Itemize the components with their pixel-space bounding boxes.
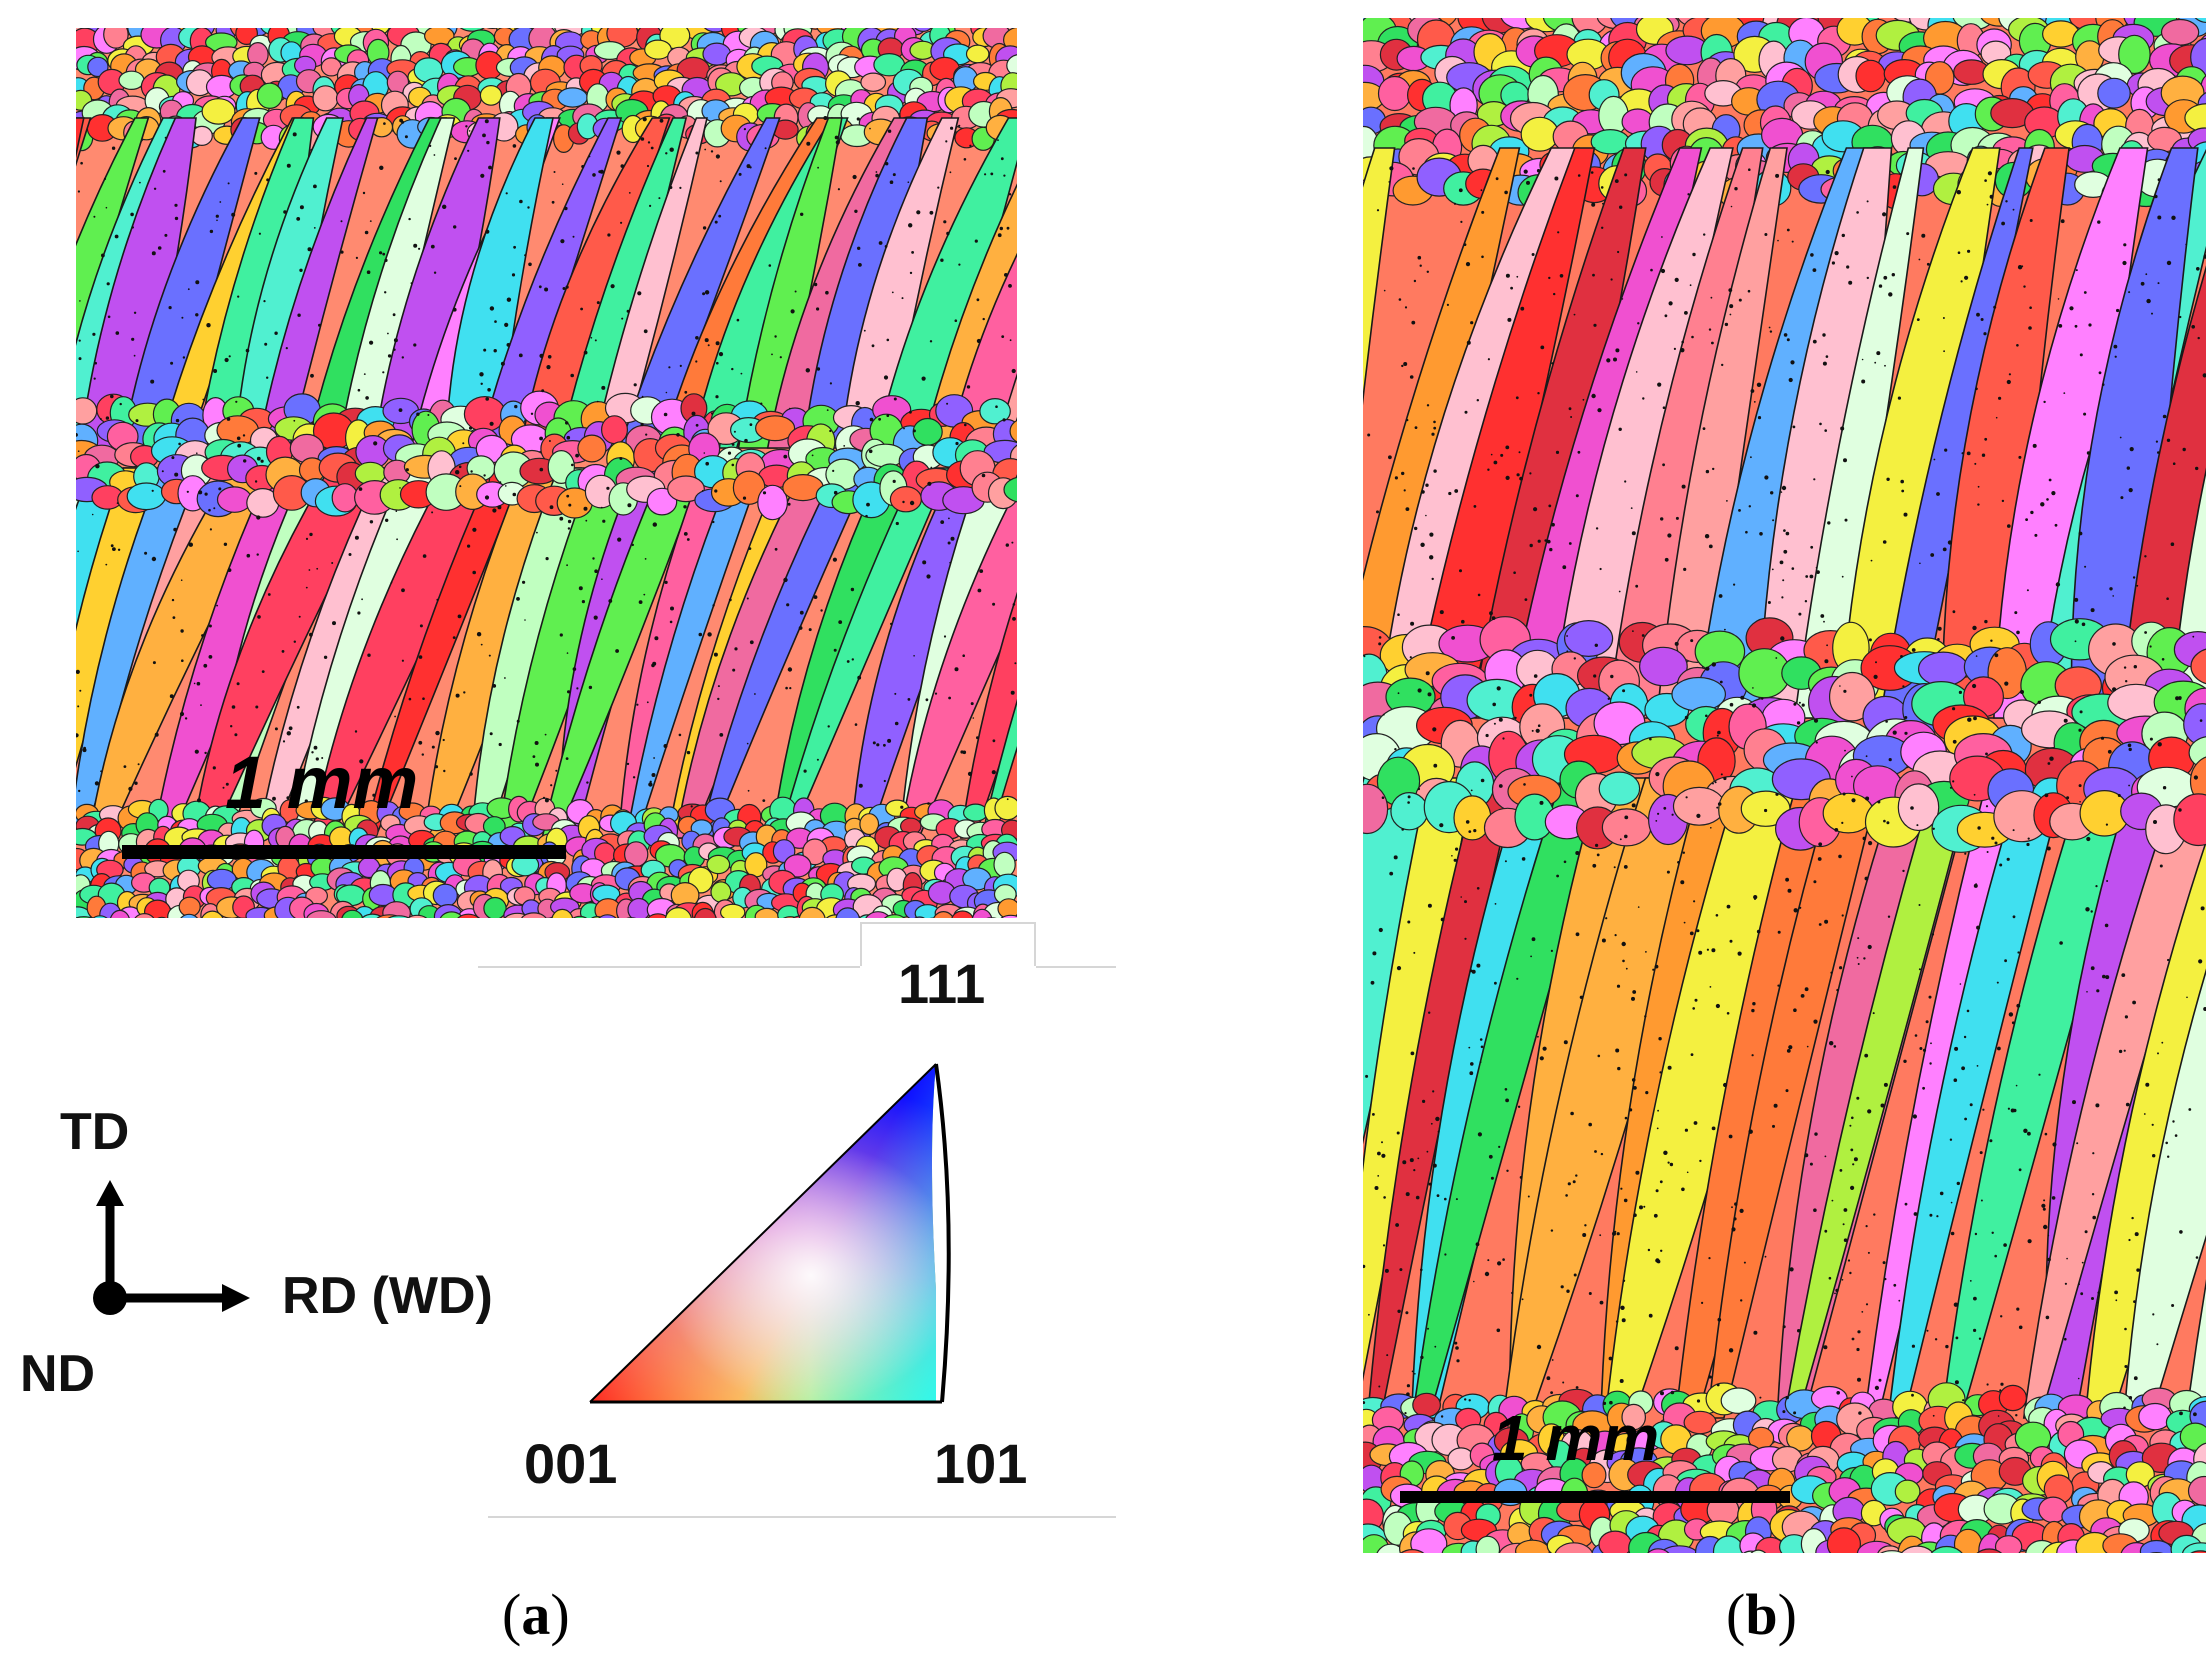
ipf-triangle-key xyxy=(589,1063,951,1404)
ipf-frame-line-right-tab xyxy=(1034,922,1036,966)
ipf-label-001: 001 xyxy=(524,1432,618,1495)
ipf-frame-line-top-right xyxy=(1036,966,1116,968)
ebsd-map-b xyxy=(1363,18,2206,1553)
scale-bar-b xyxy=(1400,1491,1790,1503)
rd-label: RD (WD) xyxy=(282,1267,493,1325)
rd-arrow-head xyxy=(222,1284,250,1312)
panel-caption-a: (a) xyxy=(502,1582,570,1647)
ipf-arc xyxy=(934,1063,951,1403)
ipf-label-111: 111 xyxy=(898,952,986,1015)
td-arrow-head xyxy=(96,1180,124,1206)
ipf-frame-line-top-left xyxy=(478,966,860,968)
scale-bar-label-a: 1 mm xyxy=(225,741,419,824)
panel-letter-b: b xyxy=(1745,1582,1778,1647)
ebsd-map-a xyxy=(76,28,1017,918)
axis-triad xyxy=(93,1180,250,1315)
td-label: TD xyxy=(60,1103,130,1161)
ipf-frame-line-bottom xyxy=(488,1516,1116,1518)
panel-letter-a: a xyxy=(521,1582,551,1647)
scale-bar-a xyxy=(122,845,566,859)
ipf-label-101: 101 xyxy=(934,1432,1028,1495)
ipf-frame-line-left-tab xyxy=(860,922,862,966)
ipf-frame-line-top-mid xyxy=(860,922,1036,924)
panel-caption-b: (b) xyxy=(1726,1582,1797,1647)
nd-label: ND xyxy=(20,1345,96,1403)
nd-dot xyxy=(93,1281,127,1315)
scale-bar-label-b: 1 mm xyxy=(1492,1402,1660,1474)
